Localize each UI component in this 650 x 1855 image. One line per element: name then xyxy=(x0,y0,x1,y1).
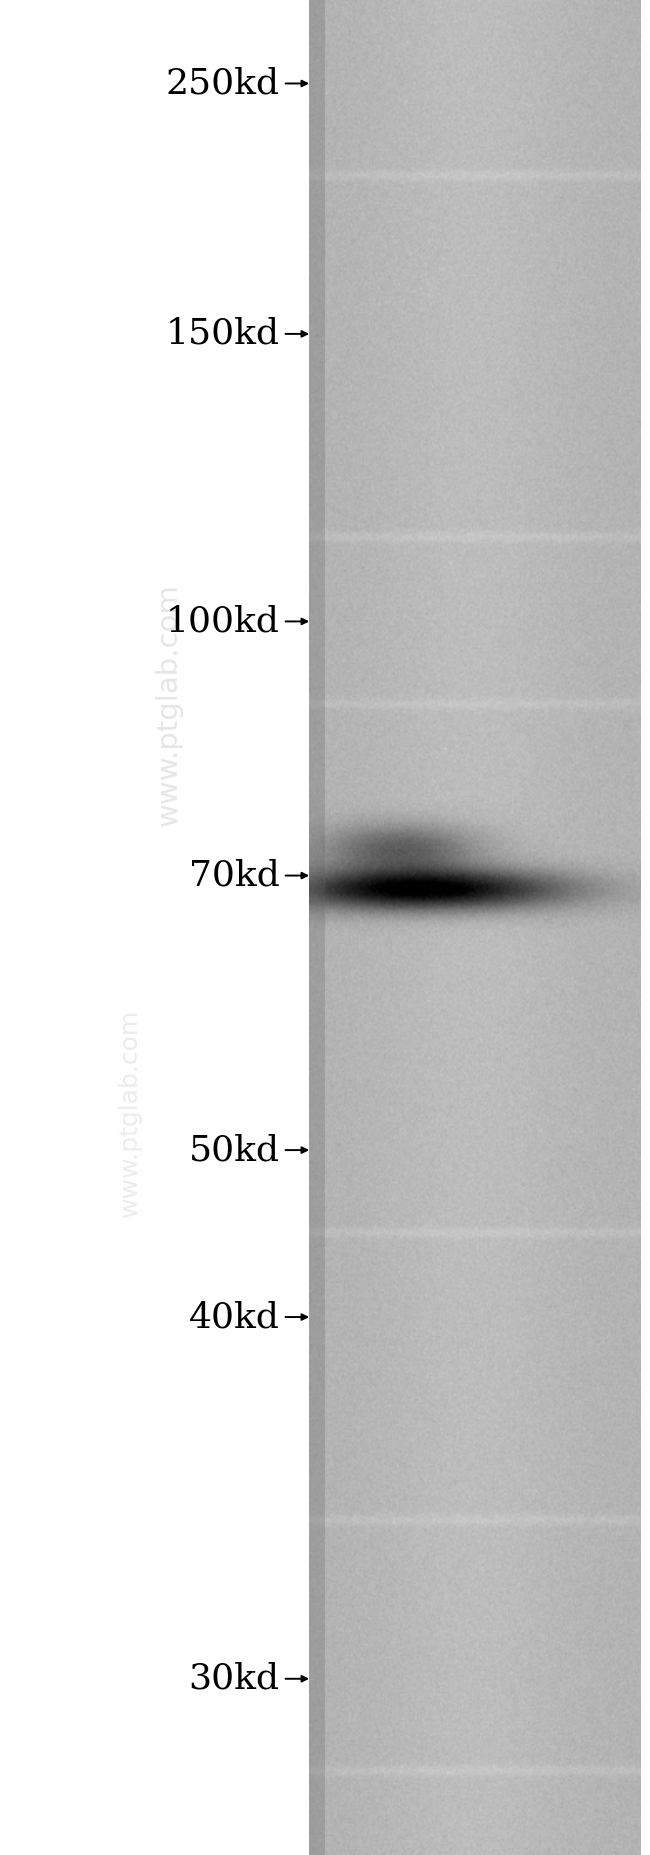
Text: 40kd: 40kd xyxy=(188,1300,280,1334)
Text: www.ptglab.com: www.ptglab.com xyxy=(118,1009,142,1217)
Text: 150kd: 150kd xyxy=(166,317,280,351)
Text: 50kd: 50kd xyxy=(188,1133,280,1167)
Text: 30kd: 30kd xyxy=(188,1662,280,1695)
Text: www.ptglab.com: www.ptglab.com xyxy=(155,584,183,825)
Text: 70kd: 70kd xyxy=(188,859,280,892)
Bar xyxy=(309,0,325,1855)
Text: 100kd: 100kd xyxy=(166,605,280,638)
Text: 250kd: 250kd xyxy=(166,67,280,100)
